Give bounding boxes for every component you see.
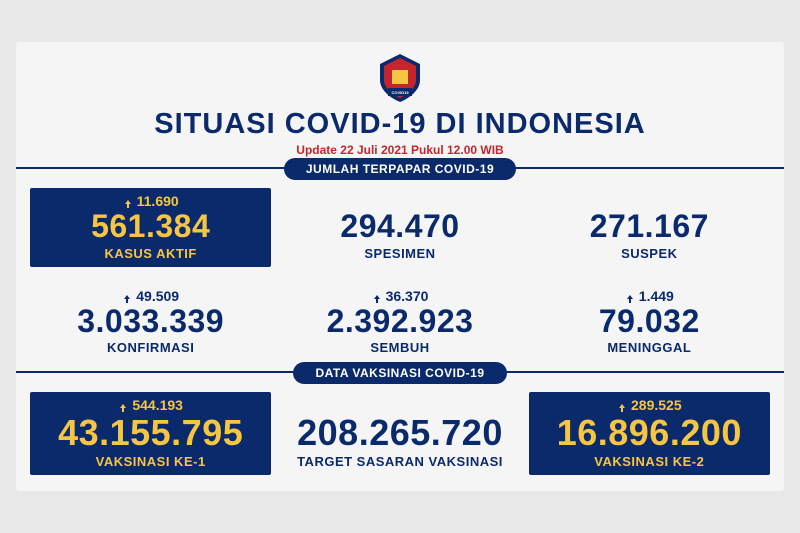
stat-value: 294.470 bbox=[279, 210, 520, 244]
change-number: 49.509 bbox=[136, 288, 179, 304]
up-arrow-icon bbox=[118, 400, 128, 410]
cases-row-2: 49.509 3.033.339 KONFIRMASI 36.370 2.392… bbox=[16, 275, 784, 370]
stat-value: 271.167 bbox=[529, 210, 770, 244]
stat-deaths: 1.449 79.032 MENINGGAL bbox=[529, 283, 770, 362]
stat-label: SPESIMEN bbox=[279, 246, 520, 261]
up-arrow-icon bbox=[123, 196, 133, 206]
main-title: SITUASI COVID-19 DI INDONESIA bbox=[16, 108, 784, 141]
stat-value: 3.033.339 bbox=[30, 305, 271, 339]
change-value: 36.370 bbox=[279, 287, 520, 305]
up-arrow-icon bbox=[617, 400, 627, 410]
vaccination-row: 544.193 43.155.795 VAKSINASI KE-1 208.26… bbox=[16, 384, 784, 483]
stat-label: SEMBUH bbox=[279, 340, 520, 355]
stat-vaccine-1: 544.193 43.155.795 VAKSINASI KE-1 bbox=[30, 392, 271, 475]
stat-value: 208.265.720 bbox=[279, 414, 520, 452]
change-number: 1.449 bbox=[639, 288, 674, 304]
svg-text:COVID19: COVID19 bbox=[391, 90, 409, 95]
stat-label: VAKSINASI KE-1 bbox=[30, 454, 271, 469]
change-value: 49.509 bbox=[30, 287, 271, 305]
change-value: 1.449 bbox=[529, 287, 770, 305]
stat-vaccine-target: 208.265.720 TARGET SASARAN VAKSINASI bbox=[279, 392, 520, 475]
stat-label: KASUS AKTIF bbox=[30, 246, 271, 261]
update-timestamp: Update 22 Juli 2021 Pukul 12.00 WIB bbox=[16, 143, 784, 157]
footer-space bbox=[16, 483, 784, 491]
stat-value: 79.032 bbox=[529, 305, 770, 339]
change-number: 11.690 bbox=[137, 193, 179, 209]
stat-label: MENINGGAL bbox=[529, 340, 770, 355]
change-number: 289.525 bbox=[631, 397, 682, 413]
stat-active-cases: 11.690 561.384 KASUS AKTIF bbox=[30, 188, 271, 267]
stat-value: 2.392.923 bbox=[279, 305, 520, 339]
vaccination-section-label: DATA VAKSINASI COVID-19 bbox=[293, 362, 506, 384]
up-arrow-icon bbox=[372, 291, 382, 301]
section-label-wrap: DATA VAKSINASI COVID-19 bbox=[16, 362, 784, 384]
stat-label: KONFIRMASI bbox=[30, 340, 271, 355]
change-number: 36.370 bbox=[386, 288, 429, 304]
stat-value: 561.384 bbox=[30, 210, 271, 244]
header: COVID19 SITUASI COVID-19 DI INDONESIA Up… bbox=[16, 42, 784, 163]
infographic-card: COVID19 SITUASI COVID-19 DI INDONESIA Up… bbox=[16, 42, 784, 491]
stat-value: 16.896.200 bbox=[529, 414, 770, 452]
stat-value: 43.155.795 bbox=[30, 414, 271, 452]
stat-recovered: 36.370 2.392.923 SEMBUH bbox=[279, 283, 520, 362]
stat-label: SUSPEK bbox=[529, 246, 770, 261]
bnpb-logo: COVID19 bbox=[374, 52, 426, 104]
stat-label: TARGET SASARAN VAKSINASI bbox=[279, 454, 520, 469]
cases-row-1: 11.690 561.384 KASUS AKTIF 294.470 SPESI… bbox=[16, 180, 784, 275]
stat-vaccine-2: 289.525 16.896.200 VAKSINASI KE-2 bbox=[529, 392, 770, 475]
up-arrow-icon bbox=[122, 291, 132, 301]
section-label-wrap: JUMLAH TERPAPAR COVID-19 bbox=[16, 158, 784, 180]
cases-section-label: JUMLAH TERPAPAR COVID-19 bbox=[284, 158, 516, 180]
stat-suspects: 271.167 SUSPEK bbox=[529, 188, 770, 267]
stat-label: VAKSINASI KE-2 bbox=[529, 454, 770, 469]
stat-confirmed: 49.509 3.033.339 KONFIRMASI bbox=[30, 283, 271, 362]
change-number: 544.193 bbox=[132, 397, 183, 413]
stat-specimens: 294.470 SPESIMEN bbox=[279, 188, 520, 267]
up-arrow-icon bbox=[625, 291, 635, 301]
